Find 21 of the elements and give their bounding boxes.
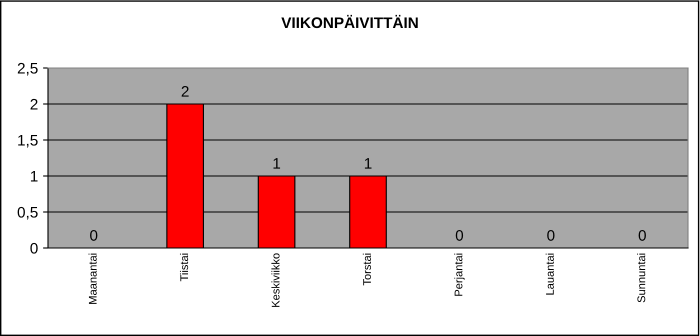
x-tick-label: Keskiviikko xyxy=(271,253,280,307)
y-tick-label: 0 xyxy=(30,242,38,254)
chart-title: VIIKONPÄIVITTÄIN xyxy=(281,14,418,28)
y-tick-label: 2,5 xyxy=(18,62,38,76)
y-tick-label: 2 xyxy=(30,98,38,110)
data-label: 0 xyxy=(638,230,646,241)
data-label: 1 xyxy=(364,158,372,169)
x-tick-label: Sunnuntai xyxy=(637,254,646,302)
data-label: 2 xyxy=(182,86,189,97)
y-tick-label: 0,5 xyxy=(18,206,38,220)
data-label: 0 xyxy=(547,230,555,241)
x-tick-label: Maanantai xyxy=(88,254,97,304)
x-tick-label: Lauantai xyxy=(546,254,554,295)
y-tick-label: 1 xyxy=(30,171,38,182)
data-label: 1 xyxy=(273,158,280,169)
x-tick-label: Torstai xyxy=(362,254,371,286)
x-tick-label: Tiistai xyxy=(180,254,188,282)
x-tick-label: Perjantai xyxy=(454,254,465,296)
y-tick-label: 1,5 xyxy=(18,135,38,148)
data-label: 0 xyxy=(456,230,464,241)
data-label: 0 xyxy=(90,230,98,241)
